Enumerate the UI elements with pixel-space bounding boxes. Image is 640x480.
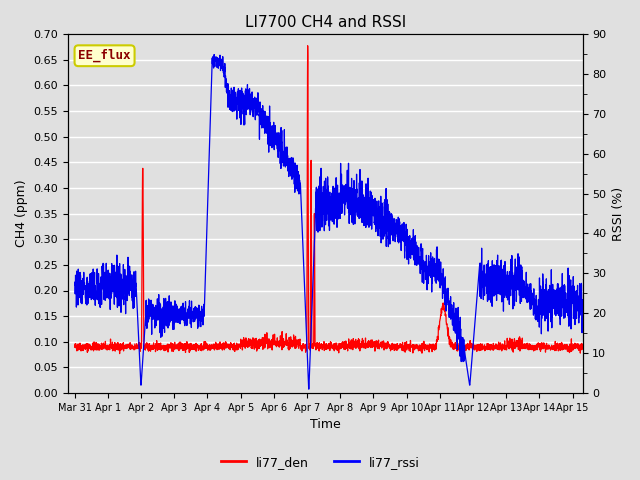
Title: LI7700 CH4 and RSSI: LI7700 CH4 and RSSI — [244, 15, 406, 30]
Y-axis label: CH4 (ppm): CH4 (ppm) — [15, 180, 28, 247]
Legend: li77_den, li77_rssi: li77_den, li77_rssi — [216, 451, 424, 474]
Text: EE_flux: EE_flux — [78, 49, 131, 62]
X-axis label: Time: Time — [310, 419, 340, 432]
Y-axis label: RSSI (%): RSSI (%) — [612, 186, 625, 240]
